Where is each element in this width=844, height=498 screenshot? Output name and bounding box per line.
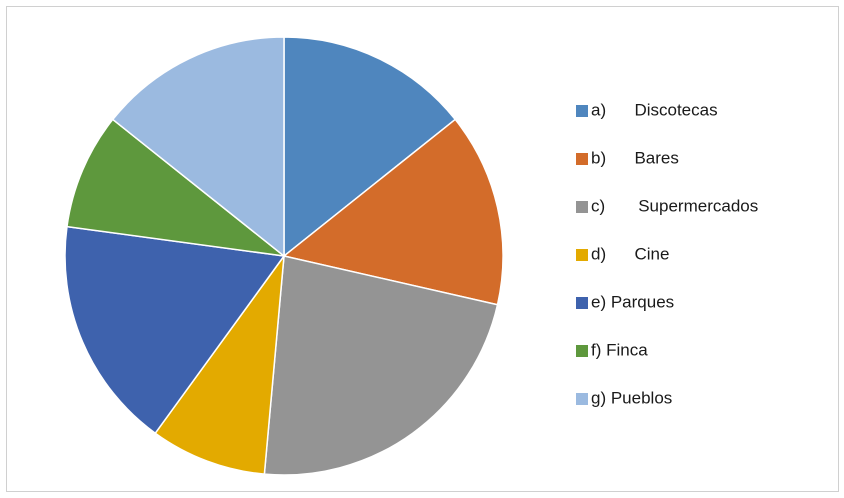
legend-swatch [576, 249, 588, 261]
pie-slice [283, 36, 457, 258]
legend-label: e) Parques [591, 292, 674, 311]
legend-swatch [576, 345, 588, 357]
legend-label: d) Cine [591, 244, 669, 263]
pie-slice [154, 253, 285, 475]
legend-swatch [576, 201, 588, 213]
pie-slice [111, 36, 285, 258]
legend-label: a) Discotecas [591, 100, 718, 119]
legend-label: b) Bares [591, 148, 679, 167]
pie-slice [64, 225, 286, 435]
legend-label: g) Pueblos [591, 388, 672, 407]
pie-slice [66, 118, 287, 258]
pie-slice [263, 255, 499, 476]
legend-swatch [576, 153, 588, 165]
legend-label: f) Finca [591, 340, 648, 359]
legend-label: c) Supermercados [591, 196, 758, 215]
legend-swatch [576, 105, 588, 117]
pie-slice [282, 118, 504, 306]
legend-swatch [576, 297, 588, 309]
legend-swatch [576, 393, 588, 405]
